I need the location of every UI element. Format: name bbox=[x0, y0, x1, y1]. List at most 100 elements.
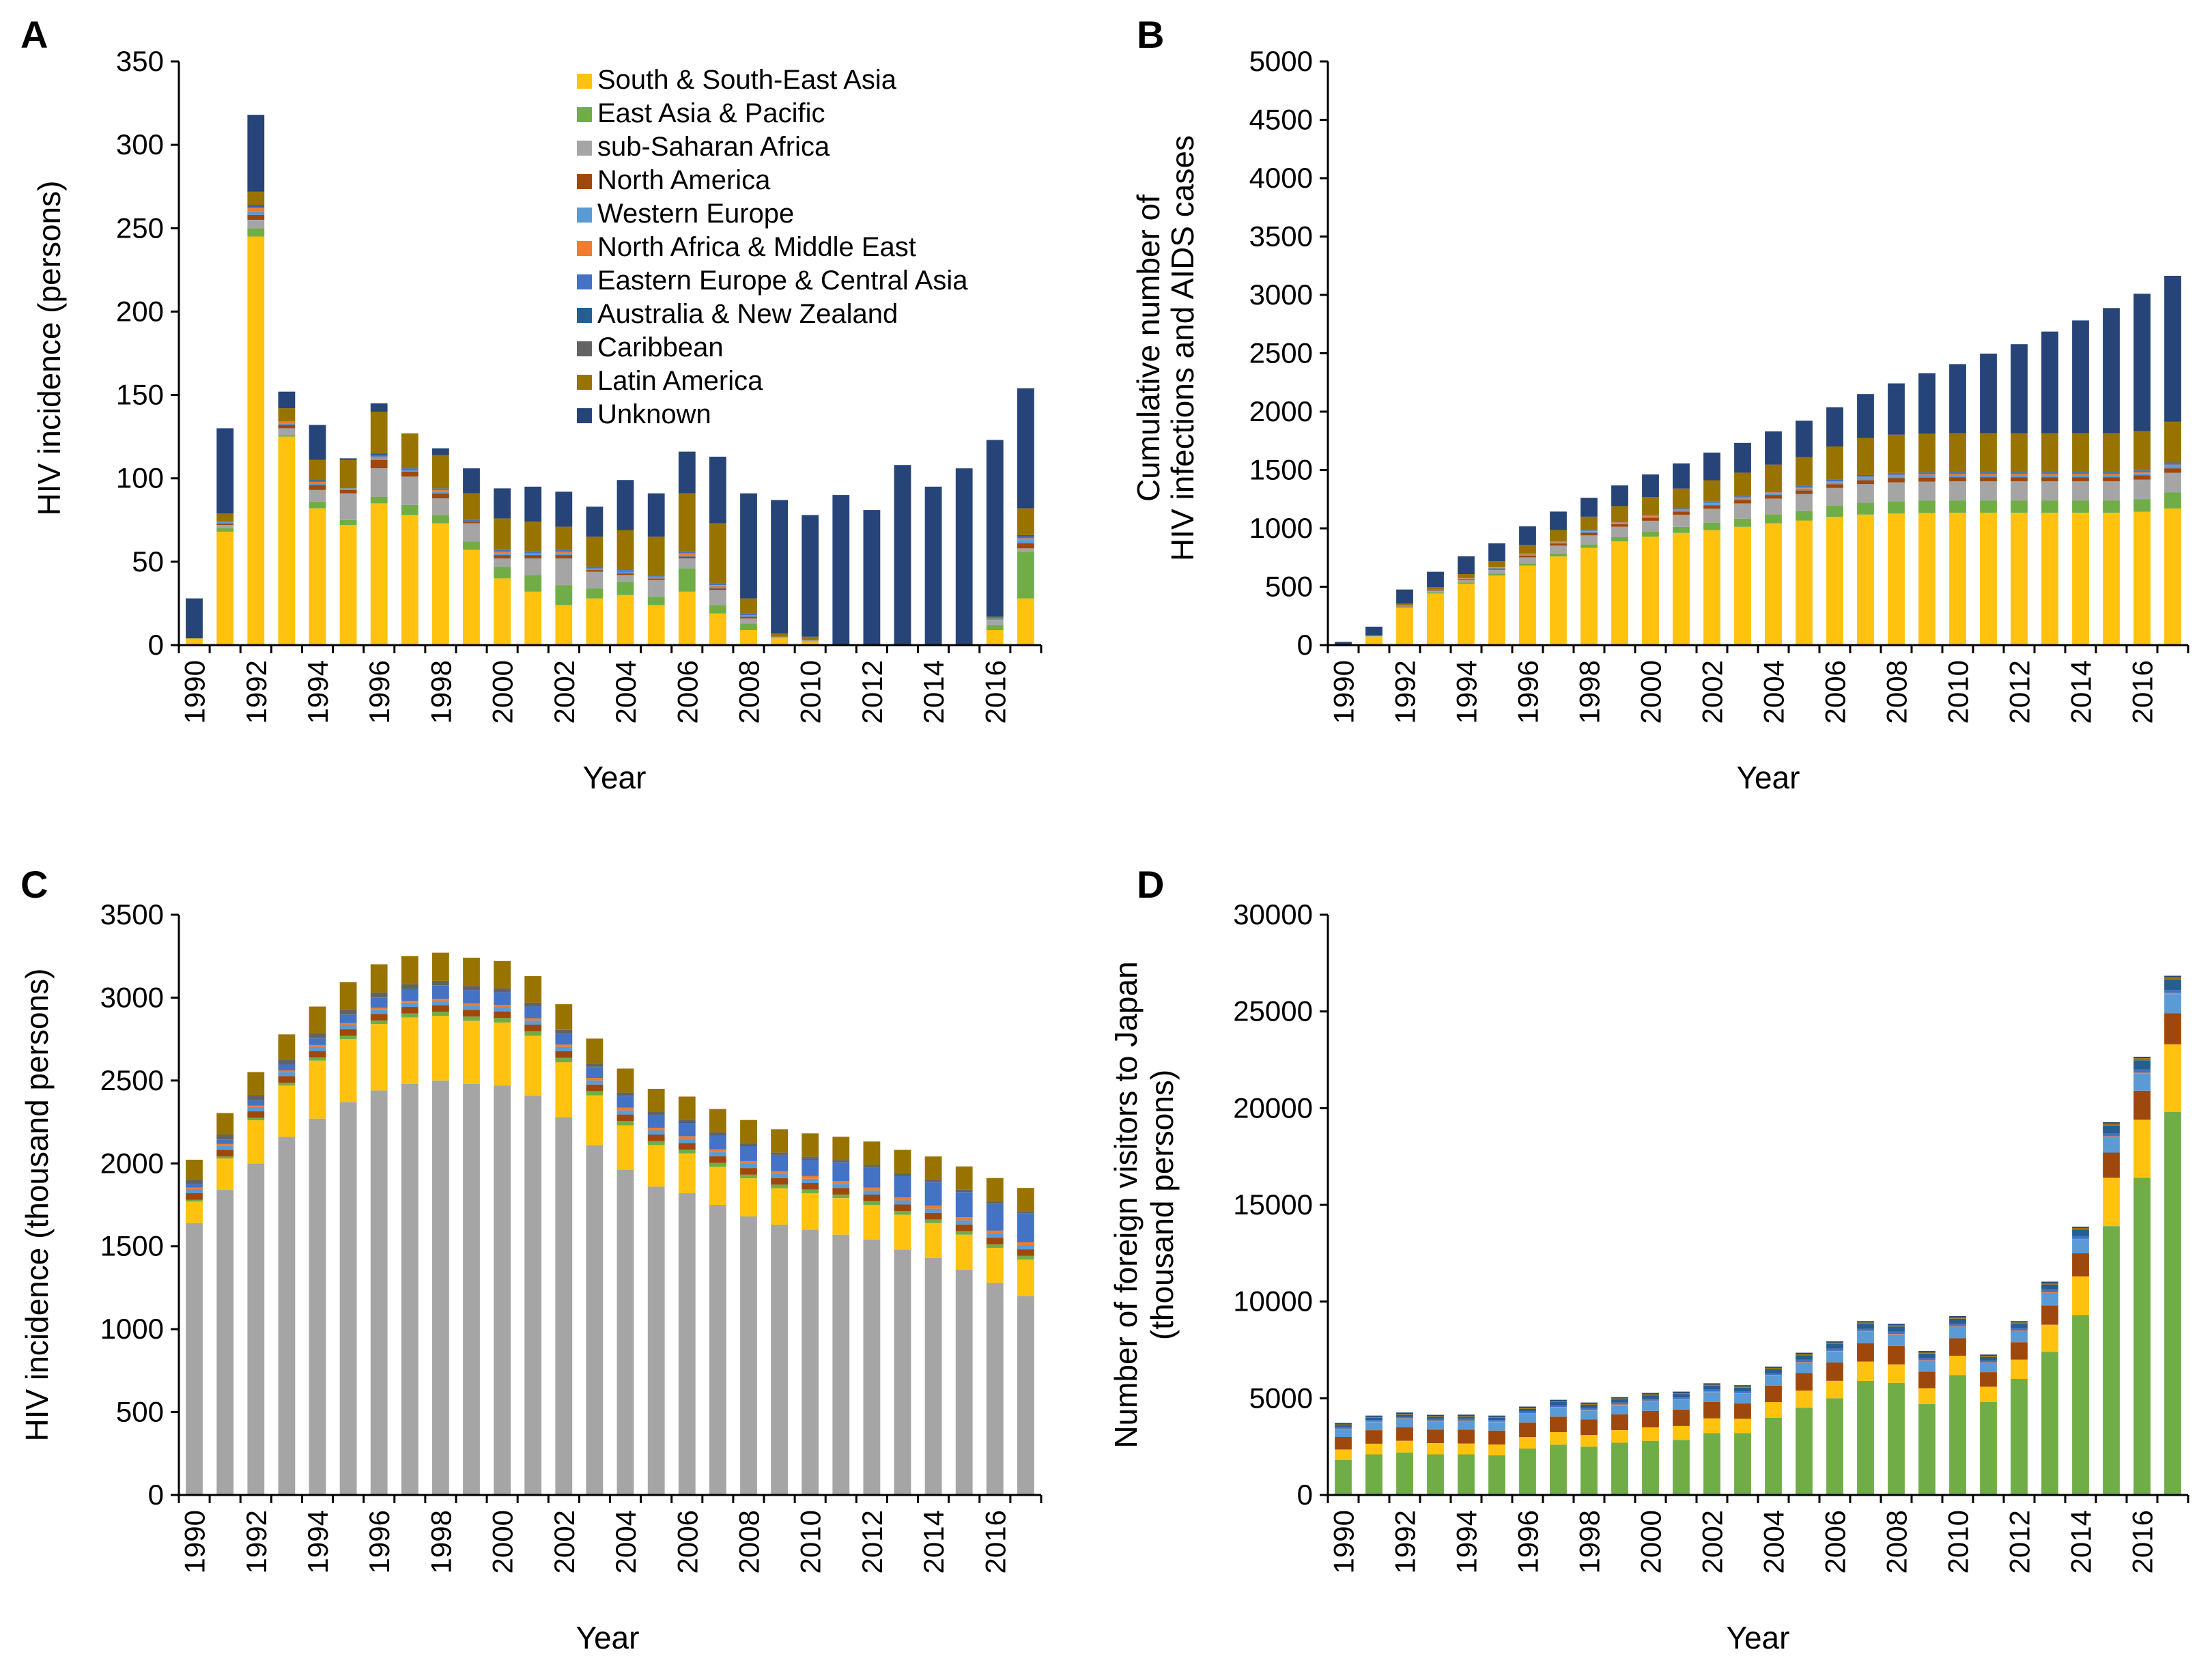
x-tick-label: 1990 bbox=[1328, 660, 1360, 724]
bar-segment-2011-east-asia-pacific bbox=[832, 1194, 850, 1199]
y-tick-label: 4000 bbox=[1249, 162, 1313, 194]
bar-segment-2009-unknown bbox=[1918, 1351, 1936, 1353]
bar-segment-2001-eastern-europe-central-asia bbox=[524, 1006, 542, 1018]
bar-segment-2009-south-south-east-asia bbox=[771, 1188, 788, 1225]
bar-segment-1996-western-europe bbox=[370, 1010, 388, 1014]
bar-segment-2004-south-south-east-asia bbox=[1765, 523, 1782, 645]
panel-a-chart: A HIV incidence (persons) Year 0 50 100 150… bbox=[20, 13, 1043, 795]
bar-segment-2005-western-europe bbox=[647, 1130, 665, 1135]
bar-segment-1997-eastern-europe-central-asia bbox=[1550, 541, 1567, 542]
bar-segment-1994-western-europe bbox=[309, 1046, 326, 1051]
bar-segment-1992-north-america bbox=[247, 214, 265, 220]
bar-segment-2017-north-america bbox=[2164, 468, 2181, 473]
bar-segment-2007-south-south-east-asia bbox=[1857, 1361, 1874, 1381]
bar-segment-2006-sub-saharan-africa bbox=[678, 1193, 696, 1495]
bar-segment-1999-unknown bbox=[1611, 1397, 1628, 1399]
bar-segment-2014-sub-saharan-africa bbox=[924, 1257, 942, 1495]
bar-segment-1997-north-america bbox=[401, 1007, 419, 1014]
panel-a-x-axis-label: Year bbox=[583, 760, 647, 795]
bar-segment-1991-south-south-east-asia bbox=[1365, 636, 1382, 645]
bar-segment-2006-north-america bbox=[1826, 1362, 1843, 1381]
bar-segment-2009-latin-america bbox=[1918, 433, 1936, 472]
x-tick-label: 2008 bbox=[1881, 660, 1913, 724]
bar-segment-1997-latin-america bbox=[401, 956, 419, 984]
bar-segment-2009-sub-saharan-africa bbox=[771, 1225, 788, 1495]
y-tick-label: 15000 bbox=[1233, 1188, 1313, 1221]
bar-segment-1999-eastern-europe-central-asia bbox=[1611, 1402, 1628, 1405]
bar-segment-2015-australia-new-zealand bbox=[2103, 1125, 2120, 1134]
bar-segment-2001-latin-america bbox=[1673, 488, 1690, 509]
bar-segment-2003-north-africa-middle-east bbox=[1734, 1393, 1751, 1394]
bar-segment-1995-east-asia-pacific bbox=[1488, 573, 1505, 576]
bar-segment-2003-latin-america bbox=[586, 537, 604, 567]
bar-segment-1995-unknown bbox=[339, 458, 357, 460]
bar-segment-2001-latin-america bbox=[524, 975, 542, 1003]
bar-segment-2013-north-africa-middle-east bbox=[2041, 1292, 2058, 1293]
bar-segment-2013-unknown bbox=[894, 465, 911, 645]
bar-segment-1991-east-asia-pacific bbox=[1365, 1454, 1382, 1495]
bar-segment-2000-north-africa-middle-east bbox=[494, 1005, 511, 1008]
bar-segment-1998-latin-america bbox=[1580, 1404, 1598, 1405]
bar-segment-2004-latin-america bbox=[1765, 1367, 1782, 1369]
bar-segment-2007-north-america bbox=[709, 588, 726, 590]
bar-segment-1995-south-south-east-asia bbox=[1488, 1444, 1505, 1455]
bar-segment-2007-unknown bbox=[1857, 1321, 1874, 1323]
bar-segment-1993-eastern-europe-central-asia bbox=[1427, 1419, 1444, 1421]
legend-label-unknown: Unknown bbox=[597, 399, 711, 429]
x-tick-label: 2004 bbox=[1758, 1510, 1790, 1573]
panel-a-y-axis-label: HIV incidence (persons) bbox=[31, 181, 67, 516]
bar-segment-1992-north-africa-middle-east bbox=[247, 1105, 265, 1107]
bar-segment-2012-western-europe bbox=[2011, 1331, 2028, 1343]
bar-segment-1997-latin-america bbox=[401, 433, 419, 469]
x-tick-label: 2010 bbox=[1942, 1510, 1974, 1573]
x-tick-label: 2006 bbox=[1819, 660, 1852, 724]
bar-segment-2001-sub-saharan-africa bbox=[524, 1095, 542, 1495]
bar-segment-1990-eastern-europe-central-asia bbox=[1335, 1427, 1352, 1429]
bar-segment-2015-latin-america bbox=[2103, 433, 2120, 472]
bar-segment-1999-latin-america bbox=[463, 957, 480, 986]
bar-segment-2004-east-asia-pacific bbox=[1765, 1417, 1782, 1495]
x-tick-label: 2016 bbox=[2127, 660, 2159, 724]
bar-segment-1991-eastern-europe-central-asia bbox=[216, 1139, 234, 1144]
bar-segment-1994-north-africa-middle-east bbox=[1458, 578, 1475, 579]
bar-segment-2008-north-america bbox=[740, 1168, 757, 1175]
bar-segment-2001-north-america bbox=[1673, 1409, 1690, 1426]
bar-segment-2007-latin-america bbox=[709, 523, 726, 584]
bar-segment-2012-caribbean bbox=[863, 1165, 881, 1167]
bar-segment-2013-latin-america bbox=[2041, 1283, 2058, 1285]
x-tick-label: 1996 bbox=[1512, 1510, 1544, 1573]
x-tick-label: 1998 bbox=[1574, 1510, 1606, 1573]
bar-segment-2010-north-america bbox=[1949, 1338, 1966, 1356]
bar-segment-1998-north-america bbox=[432, 1005, 449, 1012]
bar-segment-2006-eastern-europe-central-asia bbox=[1826, 479, 1843, 481]
bar-segment-2002-australia-new-zealand bbox=[1703, 1385, 1720, 1390]
bar-segment-2016-western-europe bbox=[986, 1234, 1004, 1238]
bar-segment-2015-sub-saharan-africa bbox=[955, 1269, 973, 1495]
panel-a-label: A bbox=[20, 13, 48, 56]
bar-segment-1993-unknown bbox=[1427, 571, 1444, 587]
bar-segment-2009-east-asia-pacific bbox=[1918, 500, 1936, 513]
panel-b-x-ticks: 1990 1992 1994 1996 1998 2000 2002 2004 2006 2008… bbox=[1327, 645, 2189, 724]
bar-segment-2002-east-asia-pacific bbox=[555, 1057, 573, 1063]
bar-segment-2006-western-europe bbox=[1826, 1351, 1843, 1363]
bar-segment-1999-latin-america bbox=[1611, 506, 1628, 522]
bar-segment-1991-sub-saharan-africa bbox=[216, 525, 234, 528]
bar-segment-1997-north-africa-middle-east bbox=[1550, 541, 1567, 543]
bar-segment-2011-latin-america bbox=[1980, 433, 1997, 472]
bar-segment-2007-east-asia-pacific bbox=[1857, 1380, 1874, 1495]
x-tick-label: 2012 bbox=[856, 1510, 888, 1573]
bar-segment-1992-latin-america bbox=[247, 1072, 265, 1096]
bar-segment-2014-eastern-europe-central-asia bbox=[2072, 472, 2089, 474]
bar-segment-2017-unknown bbox=[1017, 388, 1034, 509]
bar-segment-1994-east-asia-pacific bbox=[309, 501, 326, 509]
bar-segment-2009-sub-saharan-africa bbox=[771, 636, 788, 639]
bar-segment-2016-south-south-east-asia bbox=[2133, 1120, 2151, 1178]
bar-segment-2004-western-europe bbox=[1765, 1376, 1782, 1386]
bar-segment-2001-east-asia-pacific bbox=[524, 575, 542, 592]
bar-segment-2017-western-europe bbox=[2164, 466, 2181, 469]
bar-segment-2016-latin-america bbox=[2133, 431, 2151, 470]
bar-segment-2012-unknown bbox=[2011, 1321, 2028, 1323]
bar-segment-1994-sub-saharan-africa bbox=[309, 1118, 326, 1495]
panel-b-y-axis-label-line2: HIV infections and AIDS cases bbox=[1165, 135, 1200, 561]
x-tick-label: 2000 bbox=[487, 1510, 519, 1573]
